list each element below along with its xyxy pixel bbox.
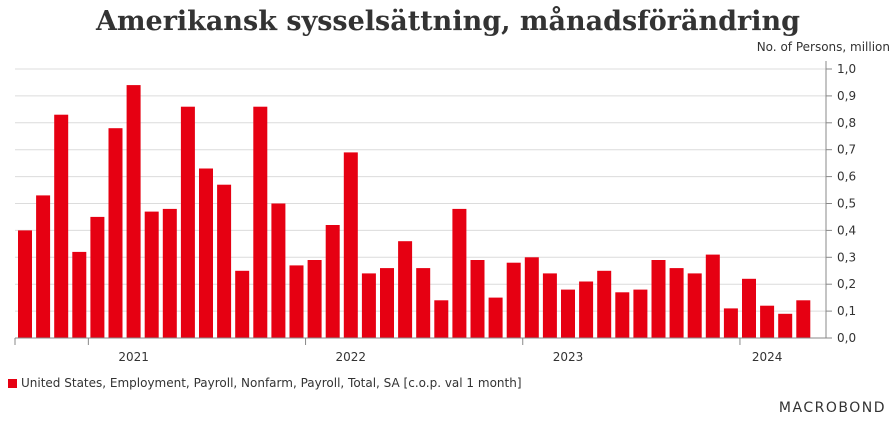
y-tick-label: 0,8 [837, 116, 856, 130]
y-tick-labels: 0,0 0,1 0,2 0,3 0,4 0,5 0,6 0,7 0,8 0,9 1,0 [837, 62, 856, 345]
bar [742, 278, 756, 338]
bar [561, 289, 575, 338]
chart-title: Amerikansk sysselsättning, månadsförändr… [96, 6, 800, 37]
bar [452, 208, 467, 338]
x-tick-label: 2023 [553, 350, 584, 364]
legend-swatch [8, 378, 17, 388]
bar [199, 168, 213, 338]
bar [380, 268, 394, 338]
x-tick-labels: 2021 2022 2023 2024 [118, 350, 782, 364]
bar [289, 265, 304, 338]
macrobond-logo: MACROBOND [778, 400, 886, 416]
bar [723, 308, 738, 338]
axes [14, 61, 832, 345]
bar [416, 268, 431, 338]
bar [162, 208, 177, 338]
bar [307, 260, 322, 338]
y-tick-label: 0,5 [837, 197, 856, 211]
bar [669, 268, 684, 338]
bar [72, 251, 87, 338]
bar [633, 289, 648, 338]
legend: United States, Employment, Payroll, Nonf… [8, 376, 522, 390]
bar [90, 216, 105, 338]
y-tick-label: 0,1 [837, 304, 856, 318]
bar [796, 300, 811, 338]
y-tick-label: 0,4 [837, 223, 856, 237]
y-tick-label: 0,3 [837, 250, 856, 264]
bar [705, 254, 720, 338]
bar [506, 262, 521, 338]
y-tick-label: 0,9 [837, 89, 856, 103]
y-tick-label: 0,0 [837, 331, 856, 345]
bar [217, 184, 232, 338]
bar [235, 270, 250, 339]
legend-label: United States, Employment, Payroll, Nonf… [21, 376, 522, 390]
bar [398, 241, 413, 338]
bar [488, 297, 503, 338]
bar [271, 203, 286, 338]
bar [597, 270, 612, 339]
bar [778, 313, 793, 338]
x-tick-label: 2024 [752, 350, 783, 364]
bar [18, 230, 32, 338]
bar [579, 281, 594, 338]
bar [144, 211, 159, 338]
y-axis-unit-label: No. of Persons, million [756, 40, 890, 54]
bar [54, 114, 69, 338]
bar [126, 85, 141, 338]
bar [36, 195, 51, 338]
x-tick-label: 2022 [336, 350, 367, 364]
bar [343, 152, 358, 338]
y-tick-label: 0,6 [837, 170, 856, 184]
bar [434, 300, 449, 338]
bar [760, 305, 775, 338]
y-tick-label: 0,2 [837, 277, 856, 291]
bar [687, 273, 702, 338]
bar [615, 292, 630, 338]
bar [651, 260, 666, 338]
bar [361, 273, 376, 338]
y-tick-label: 0,7 [837, 143, 856, 157]
bar [253, 106, 268, 338]
bar [470, 260, 485, 338]
bar [180, 106, 195, 338]
bar [542, 273, 557, 338]
y-tick-label: 1,0 [837, 62, 856, 76]
bar [108, 128, 123, 338]
bars [18, 85, 811, 339]
bar [524, 257, 539, 338]
bar [325, 225, 340, 338]
x-tick-label: 2021 [118, 350, 149, 364]
